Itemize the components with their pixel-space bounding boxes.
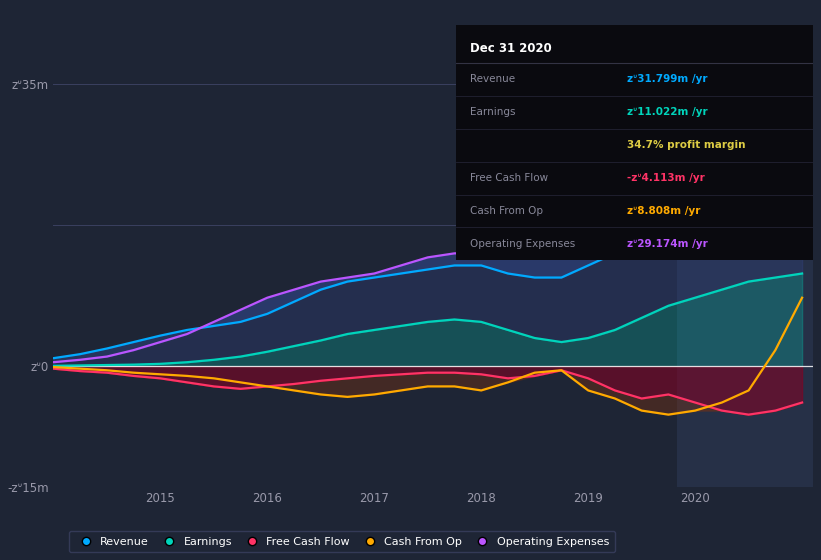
Text: zᐡ29.174m /yr: zᐡ29.174m /yr [627,239,708,249]
Text: 34.7% profit margin: 34.7% profit margin [627,140,745,150]
Text: zᐡ11.022m /yr: zᐡ11.022m /yr [627,107,708,117]
Text: Cash From Op: Cash From Op [470,206,543,216]
Text: Free Cash Flow: Free Cash Flow [470,173,548,183]
Text: zᐡ31.799m /yr: zᐡ31.799m /yr [627,74,708,85]
Legend: Revenue, Earnings, Free Cash Flow, Cash From Op, Operating Expenses: Revenue, Earnings, Free Cash Flow, Cash … [69,531,615,552]
Text: Operating Expenses: Operating Expenses [470,239,576,249]
Text: -zᐡ4.113m /yr: -zᐡ4.113m /yr [627,173,705,183]
Text: Dec 31 2020: Dec 31 2020 [470,41,552,55]
Bar [677,84,813,487]
Text: zᐡ8.808m /yr: zᐡ8.808m /yr [627,206,700,216]
Text: Earnings: Earnings [470,107,516,117]
Text: Revenue: Revenue [470,74,515,85]
